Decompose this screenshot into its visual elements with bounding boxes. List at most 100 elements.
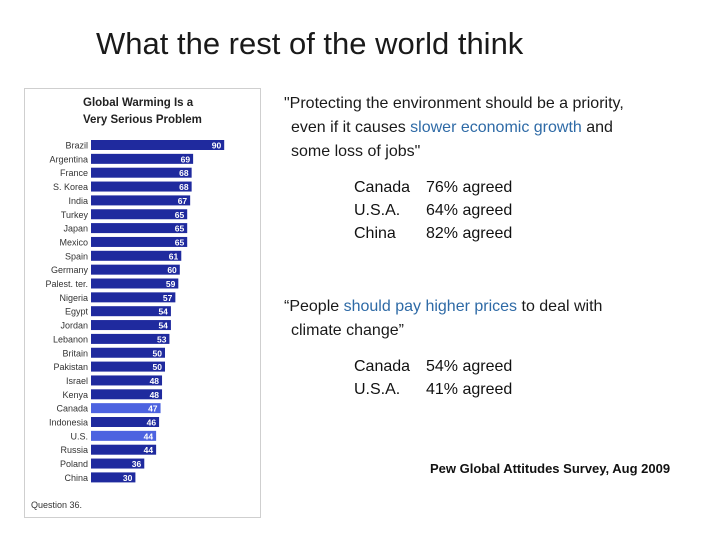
bar-category-label: Britain (62, 348, 88, 358)
bar-category-label: China (64, 473, 88, 483)
bar-category-label: Kenya (62, 390, 88, 400)
bar (91, 333, 170, 344)
quote2-line2: climate change” (291, 322, 404, 339)
bar (91, 140, 225, 150)
bar-value-label: 65 (175, 224, 185, 234)
bar (91, 195, 191, 206)
bar-value-label: 48 (150, 376, 160, 386)
bar-value-label: 48 (150, 390, 160, 400)
bar (91, 417, 160, 427)
stats-climate: Canada 54% agreed U.S.A. 41% agreed (354, 355, 704, 401)
quote1-line1: "Protecting the environment should be a … (284, 95, 624, 112)
bar-chart-svg: Global Warming Is a Very Serious Problem B… (31, 97, 225, 510)
bar-value-label: 46 (147, 418, 157, 428)
bar (91, 375, 163, 386)
bar-value-label: 68 (179, 182, 189, 192)
bar (91, 389, 163, 400)
bar-value-label: 61 (169, 251, 179, 261)
stat-value: 76% agreed (426, 179, 513, 196)
bar (91, 181, 192, 192)
bar-category-label: Brazil (65, 141, 88, 151)
bar (91, 472, 136, 483)
bar (91, 320, 171, 331)
bar-category-label: Russia (60, 445, 88, 455)
bar-value-label: 60 (167, 265, 177, 275)
bar (91, 292, 176, 303)
quote2-tail: to deal with (517, 298, 603, 315)
bar (91, 153, 194, 164)
bar-category-label: Mexico (59, 237, 88, 247)
stat-row: Canada 54% agreed (354, 355, 704, 378)
bar-value-label: 47 (148, 404, 158, 414)
quote-climate: “People should pay higher prices to deal… (284, 295, 704, 343)
chart-title: Very Serious Problem (83, 114, 202, 126)
quote1-prefix: even if it causes (291, 119, 411, 136)
bar (91, 361, 165, 372)
quote1-line2: even if it causes slower economic growth… (284, 116, 704, 140)
bar-category-label: Palest. ter. (45, 279, 88, 289)
bar-category-label: Israel (66, 376, 88, 386)
bar-value-label: 44 (144, 431, 154, 441)
bar-value-label: 30 (123, 473, 133, 483)
bar-value-label: 90 (212, 141, 222, 151)
bar-category-label: Spain (65, 251, 88, 261)
bar-value-label: 54 (158, 307, 168, 317)
stat-country: U.S.A. (354, 381, 401, 398)
stat-country: U.S.A. (354, 202, 401, 219)
text-column: "Protecting the environment should be a … (284, 92, 704, 401)
stat-row: Canada 76% agreed (354, 176, 704, 199)
bar-value-label: 67 (178, 196, 188, 206)
bar-value-label: 68 (179, 168, 189, 178)
quote2-line1: “People should pay higher prices to deal… (284, 295, 704, 319)
bar-category-label: Turkey (61, 210, 89, 220)
bar (91, 403, 161, 414)
bar-category-label: India (68, 196, 88, 206)
chart-title: Global Warming Is a (83, 97, 194, 109)
bar-value-label: 69 (181, 154, 191, 164)
bar-chart: Global Warming Is a Very Serious Problem B… (24, 88, 261, 518)
quote1-highlight: slower economic growth (410, 119, 582, 136)
quote-environment: "Protecting the environment should be a … (284, 92, 704, 164)
bar-value-label: 65 (175, 210, 185, 220)
bar (91, 223, 188, 234)
stat-country: Canada (354, 179, 411, 196)
bar (91, 306, 171, 317)
bar (91, 278, 179, 289)
bar-value-label: 44 (144, 445, 154, 455)
bar-value-label: 54 (158, 321, 168, 331)
bar-category-label: Canada (56, 404, 88, 414)
bar-category-label: Poland (60, 459, 88, 469)
bar-category-label: U.S. (70, 431, 88, 441)
bar (91, 167, 192, 178)
bar (91, 444, 157, 455)
bar (91, 458, 145, 469)
bar-value-label: 50 (153, 348, 163, 358)
bar-category-label: Pakistan (53, 362, 88, 372)
bar (91, 264, 180, 275)
bar-value-label: 50 (153, 362, 163, 372)
bar (91, 236, 188, 247)
bar (91, 347, 165, 358)
bar-value-label: 57 (163, 293, 173, 303)
stat-value: 82% agreed (426, 225, 513, 242)
bar (91, 430, 157, 441)
bar-category-label: Argentina (49, 154, 88, 164)
stat-row: U.S.A. 64% agreed (354, 199, 704, 222)
quote1-line3: some loss of jobs" (291, 143, 421, 160)
quote2-highlight-2: higher prices (425, 298, 518, 315)
bar-category-label: Lebanon (53, 334, 88, 344)
stat-value: 54% agreed (426, 358, 513, 375)
bar-category-label: France (60, 168, 88, 178)
bar-value-label: 65 (175, 237, 185, 247)
bar-category-label: Japan (63, 224, 88, 234)
stat-value: 41% agreed (426, 381, 513, 398)
stat-row: U.S.A. 41% agreed (354, 378, 704, 401)
stats-environment: Canada 76% agreed U.S.A. 64% agreed Chin… (354, 176, 704, 245)
quote2-open: “People (284, 298, 344, 315)
bar-category-label: Egypt (65, 307, 89, 317)
quote1-suffix: and (581, 119, 613, 136)
slide-title: What the rest of the world think (96, 26, 524, 61)
bar-category-label: S. Korea (53, 182, 88, 192)
bar-category-label: Nigeria (59, 293, 88, 303)
bar-category-label: Jordan (60, 321, 88, 331)
